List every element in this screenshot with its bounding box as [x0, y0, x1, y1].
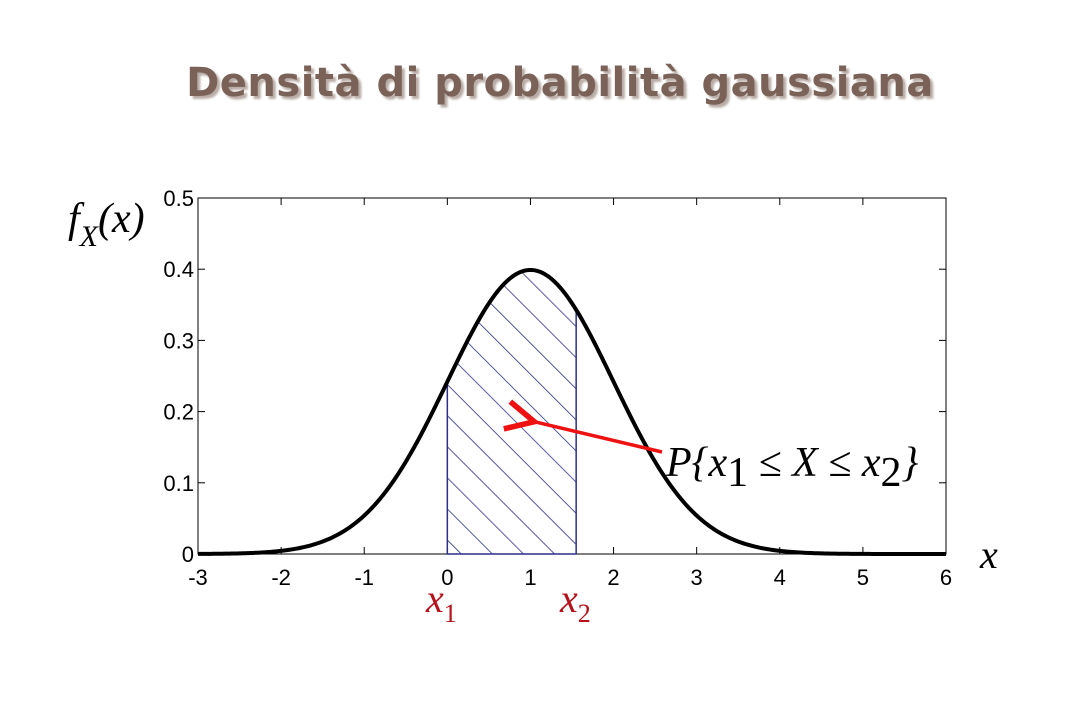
x2-main: x	[559, 576, 578, 621]
annotation-arrow	[534, 422, 663, 454]
y-tick-label: 0.3	[163, 328, 194, 353]
probability-annotation: P{x1 ≤ X ≤ x2}	[665, 440, 919, 496]
y-tick-label: 0.4	[163, 257, 194, 282]
x-tick-label: 3	[691, 565, 703, 590]
tick-labels: -3 -2 -1 0 1 2 3 4 5 6 0 0.1 0.2 0.3 0.4 0.5	[163, 186, 952, 590]
x2-marker: x2	[559, 576, 591, 628]
x-tick-label: 0	[441, 565, 453, 590]
annotation-part-2: 1	[727, 450, 748, 496]
y-tick-label: 0.1	[163, 471, 194, 496]
x-tick-label: 5	[857, 565, 869, 590]
x1-sub: 1	[444, 599, 457, 628]
slide-title: Densità di probabilità gaussiana	[186, 60, 934, 106]
x-tick-label: 2	[607, 565, 619, 590]
x-axis-label: x	[979, 532, 998, 577]
y-axis-label-sub: X	[79, 220, 100, 253]
y-tick-label: 0.2	[163, 400, 194, 425]
x1-marker: x1	[425, 576, 457, 628]
annotation-part-5: }	[902, 440, 919, 486]
annotation-part-1: P{x	[665, 440, 727, 486]
x2-sub: 2	[578, 599, 591, 628]
gaussian-density-curve	[198, 267, 946, 556]
x-tick-label: -2	[271, 565, 291, 590]
annotation-part-4: 2	[881, 450, 902, 496]
x-tick-label: 4	[774, 565, 786, 590]
x-tick-label: -3	[188, 565, 208, 590]
x-tick-label: -1	[354, 565, 374, 590]
x-tick-label: 6	[940, 565, 952, 590]
y-tick-label: 0	[182, 542, 194, 567]
y-tick-label: 0.5	[163, 186, 194, 211]
x-tick-label: 1	[524, 565, 536, 590]
y-axis-label: fX(x)	[68, 196, 145, 253]
y-axis-label-arg: (x)	[98, 196, 145, 242]
annotation-part-3: ≤ X ≤ x	[748, 440, 881, 486]
x1-main: x	[425, 576, 444, 621]
